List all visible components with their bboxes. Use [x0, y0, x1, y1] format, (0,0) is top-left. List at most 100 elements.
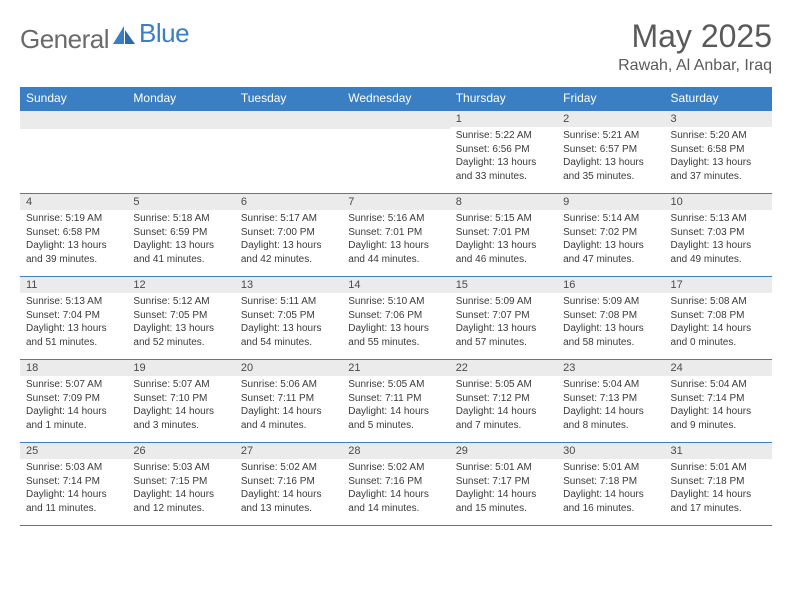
daylight-text: Daylight: 13 hours and 57 minutes. — [456, 322, 551, 349]
sunset-text: Sunset: 7:13 PM — [563, 392, 658, 406]
day-cell: 9Sunrise: 5:14 AMSunset: 7:02 PMDaylight… — [557, 194, 664, 276]
day-cell: 23Sunrise: 5:04 AMSunset: 7:13 PMDayligh… — [557, 360, 664, 442]
day-cell: 1Sunrise: 5:22 AMSunset: 6:56 PMDaylight… — [450, 111, 557, 193]
day-number: 15 — [450, 277, 557, 293]
sunset-text: Sunset: 6:56 PM — [456, 143, 551, 157]
sunset-text: Sunset: 6:58 PM — [26, 226, 121, 240]
day-number: 11 — [20, 277, 127, 293]
sunrise-text: Sunrise: 5:19 AM — [26, 212, 121, 226]
sunset-text: Sunset: 7:09 PM — [26, 392, 121, 406]
day-number: 23 — [557, 360, 664, 376]
daylight-text: Daylight: 13 hours and 39 minutes. — [26, 239, 121, 266]
month-title: May 2025 — [618, 18, 772, 55]
day-body: Sunrise: 5:13 AMSunset: 7:03 PMDaylight:… — [665, 210, 772, 268]
week-row: 1Sunrise: 5:22 AMSunset: 6:56 PMDaylight… — [20, 111, 772, 194]
day-number — [127, 111, 234, 129]
sunrise-text: Sunrise: 5:15 AM — [456, 212, 551, 226]
day-cell: 29Sunrise: 5:01 AMSunset: 7:17 PMDayligh… — [450, 443, 557, 525]
day-cell: 21Sunrise: 5:05 AMSunset: 7:11 PMDayligh… — [342, 360, 449, 442]
daylight-text: Daylight: 14 hours and 4 minutes. — [241, 405, 336, 432]
sunrise-text: Sunrise: 5:13 AM — [671, 212, 766, 226]
day-cell: 8Sunrise: 5:15 AMSunset: 7:01 PMDaylight… — [450, 194, 557, 276]
day-cell: 3Sunrise: 5:20 AMSunset: 6:58 PMDaylight… — [665, 111, 772, 193]
day-cell: 22Sunrise: 5:05 AMSunset: 7:12 PMDayligh… — [450, 360, 557, 442]
daylight-text: Daylight: 14 hours and 7 minutes. — [456, 405, 551, 432]
day-cell: 7Sunrise: 5:16 AMSunset: 7:01 PMDaylight… — [342, 194, 449, 276]
day-cell: 5Sunrise: 5:18 AMSunset: 6:59 PMDaylight… — [127, 194, 234, 276]
weekday-sun: Sunday — [20, 87, 127, 109]
calendar: Sunday Monday Tuesday Wednesday Thursday… — [20, 87, 772, 526]
sunset-text: Sunset: 7:16 PM — [241, 475, 336, 489]
sunset-text: Sunset: 7:11 PM — [241, 392, 336, 406]
daylight-text: Daylight: 13 hours and 47 minutes. — [563, 239, 658, 266]
day-body: Sunrise: 5:07 AMSunset: 7:10 PMDaylight:… — [127, 376, 234, 434]
sunrise-text: Sunrise: 5:16 AM — [348, 212, 443, 226]
day-body: Sunrise: 5:05 AMSunset: 7:11 PMDaylight:… — [342, 376, 449, 434]
sunset-text: Sunset: 7:08 PM — [563, 309, 658, 323]
day-number: 5 — [127, 194, 234, 210]
sunrise-text: Sunrise: 5:08 AM — [671, 295, 766, 309]
sunrise-text: Sunrise: 5:22 AM — [456, 129, 551, 143]
weeks-container: 1Sunrise: 5:22 AMSunset: 6:56 PMDaylight… — [20, 111, 772, 526]
day-body: Sunrise: 5:02 AMSunset: 7:16 PMDaylight:… — [235, 459, 342, 517]
weekday-tue: Tuesday — [235, 87, 342, 109]
sunset-text: Sunset: 7:05 PM — [241, 309, 336, 323]
daylight-text: Daylight: 14 hours and 17 minutes. — [671, 488, 766, 515]
day-cell: 11Sunrise: 5:13 AMSunset: 7:04 PMDayligh… — [20, 277, 127, 359]
day-number: 17 — [665, 277, 772, 293]
day-cell: 28Sunrise: 5:02 AMSunset: 7:16 PMDayligh… — [342, 443, 449, 525]
sunset-text: Sunset: 7:03 PM — [671, 226, 766, 240]
sunrise-text: Sunrise: 5:09 AM — [456, 295, 551, 309]
sunrise-text: Sunrise: 5:20 AM — [671, 129, 766, 143]
day-body: Sunrise: 5:11 AMSunset: 7:05 PMDaylight:… — [235, 293, 342, 351]
weekday-fri: Friday — [557, 87, 664, 109]
sunrise-text: Sunrise: 5:06 AM — [241, 378, 336, 392]
day-body: Sunrise: 5:16 AMSunset: 7:01 PMDaylight:… — [342, 210, 449, 268]
day-number: 18 — [20, 360, 127, 376]
sunrise-text: Sunrise: 5:21 AM — [563, 129, 658, 143]
day-cell: 19Sunrise: 5:07 AMSunset: 7:10 PMDayligh… — [127, 360, 234, 442]
logo: General Blue — [20, 18, 189, 55]
day-body: Sunrise: 5:22 AMSunset: 6:56 PMDaylight:… — [450, 127, 557, 185]
sunset-text: Sunset: 6:58 PM — [671, 143, 766, 157]
daylight-text: Daylight: 14 hours and 9 minutes. — [671, 405, 766, 432]
sunset-text: Sunset: 7:18 PM — [671, 475, 766, 489]
day-number: 24 — [665, 360, 772, 376]
daylight-text: Daylight: 13 hours and 58 minutes. — [563, 322, 658, 349]
sunrise-text: Sunrise: 5:04 AM — [671, 378, 766, 392]
day-cell: 20Sunrise: 5:06 AMSunset: 7:11 PMDayligh… — [235, 360, 342, 442]
day-cell — [235, 111, 342, 193]
day-number: 14 — [342, 277, 449, 293]
day-cell: 16Sunrise: 5:09 AMSunset: 7:08 PMDayligh… — [557, 277, 664, 359]
daylight-text: Daylight: 13 hours and 37 minutes. — [671, 156, 766, 183]
day-number — [235, 111, 342, 129]
day-number: 29 — [450, 443, 557, 459]
daylight-text: Daylight: 13 hours and 41 minutes. — [133, 239, 228, 266]
sunset-text: Sunset: 7:14 PM — [26, 475, 121, 489]
sunset-text: Sunset: 7:05 PM — [133, 309, 228, 323]
day-body: Sunrise: 5:12 AMSunset: 7:05 PMDaylight:… — [127, 293, 234, 351]
daylight-text: Daylight: 13 hours and 51 minutes. — [26, 322, 121, 349]
daylight-text: Daylight: 13 hours and 44 minutes. — [348, 239, 443, 266]
daylight-text: Daylight: 14 hours and 0 minutes. — [671, 322, 766, 349]
day-body: Sunrise: 5:01 AMSunset: 7:18 PMDaylight:… — [665, 459, 772, 517]
daylight-text: Daylight: 14 hours and 14 minutes. — [348, 488, 443, 515]
daylight-text: Daylight: 14 hours and 3 minutes. — [133, 405, 228, 432]
weekday-sat: Saturday — [665, 87, 772, 109]
day-number: 21 — [342, 360, 449, 376]
day-body: Sunrise: 5:04 AMSunset: 7:13 PMDaylight:… — [557, 376, 664, 434]
weekday-wed: Wednesday — [342, 87, 449, 109]
sunrise-text: Sunrise: 5:02 AM — [241, 461, 336, 475]
daylight-text: Daylight: 13 hours and 42 minutes. — [241, 239, 336, 266]
day-number: 12 — [127, 277, 234, 293]
day-body: Sunrise: 5:15 AMSunset: 7:01 PMDaylight:… — [450, 210, 557, 268]
day-body: Sunrise: 5:19 AMSunset: 6:58 PMDaylight:… — [20, 210, 127, 268]
title-block: May 2025 Rawah, Al Anbar, Iraq — [618, 18, 772, 75]
day-cell: 4Sunrise: 5:19 AMSunset: 6:58 PMDaylight… — [20, 194, 127, 276]
sunset-text: Sunset: 7:04 PM — [26, 309, 121, 323]
day-number: 26 — [127, 443, 234, 459]
day-cell — [20, 111, 127, 193]
week-row: 4Sunrise: 5:19 AMSunset: 6:58 PMDaylight… — [20, 194, 772, 277]
daylight-text: Daylight: 13 hours and 46 minutes. — [456, 239, 551, 266]
sunset-text: Sunset: 6:59 PM — [133, 226, 228, 240]
